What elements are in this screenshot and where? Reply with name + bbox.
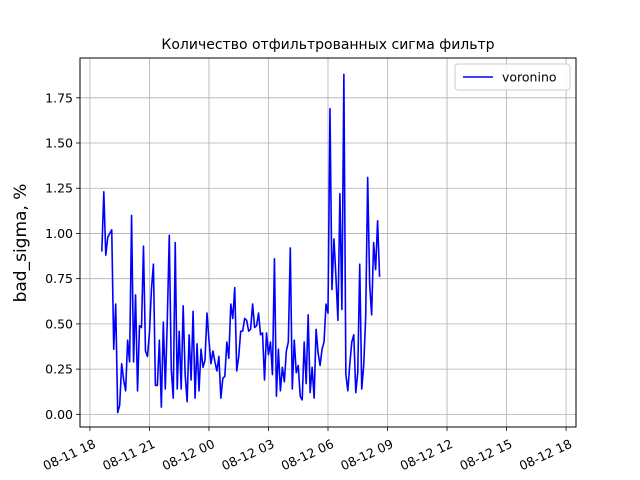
series-line-voronino [101, 73, 381, 414]
y-tick-label: 0.25 [45, 362, 73, 377]
y-axis: 0.00 0.25 0.50 0.75 1.00 1.25 1.50 1.75 [45, 90, 80, 422]
y-tick-label: 0.50 [45, 316, 73, 331]
y-tick-label: 0.00 [45, 407, 73, 422]
series-layer [101, 73, 381, 414]
legend-box [454, 63, 571, 91]
y-axis-label: bad_sigma, % [11, 184, 31, 303]
legend-label: voronino [502, 70, 557, 85]
chart-title: Количество отфильтрованных сигма фильтр [161, 37, 494, 53]
y-tick-label: 1.75 [45, 90, 73, 105]
y-tick-label: 1.00 [45, 226, 73, 241]
legend: voronino [454, 63, 571, 91]
y-tick-label: 1.25 [45, 181, 73, 196]
y-tick-label: 1.50 [45, 136, 73, 151]
y-tick-label: 0.75 [45, 271, 73, 286]
